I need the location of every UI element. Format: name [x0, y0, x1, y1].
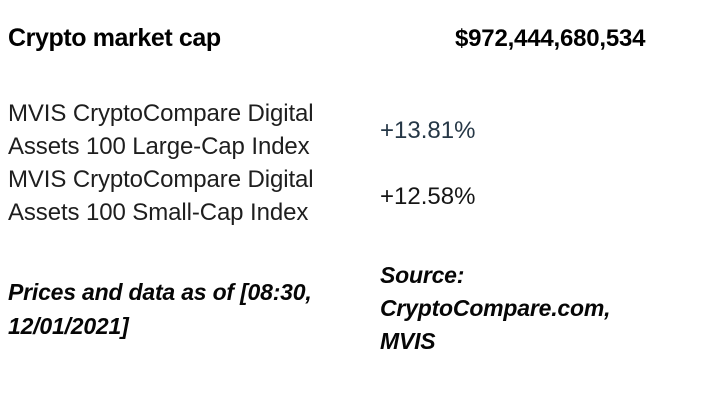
index-name-large-cap: MVIS CryptoCompare Digital Assets 100 La… [8, 97, 380, 163]
as-of-note-line: Prices and data as of [08:30, [8, 278, 312, 305]
index-name-line: Assets 100 Small-Cap Index [8, 199, 309, 226]
as-of-note-line: 12/01/2021] [8, 312, 129, 339]
as-of-note: Prices and data as of [08:30, 12/01/2021… [8, 275, 380, 343]
source-note: Source: CryptoCompare.com, MVIS [380, 259, 700, 358]
footer-row: Prices and data as of [08:30, 12/01/2021… [8, 259, 700, 358]
index-change-large-cap: +13.81% [380, 116, 476, 144]
table-row: MVIS CryptoCompare Digital Assets 100 Sm… [8, 163, 700, 229]
table-row: MVIS CryptoCompare Digital Assets 100 La… [8, 97, 700, 163]
index-name-small-cap: MVIS CryptoCompare Digital Assets 100 Sm… [8, 163, 380, 229]
index-name-line: Assets 100 Large-Cap Index [8, 133, 310, 160]
header-row: Crypto market cap $972,444,680,534 [8, 24, 700, 53]
source-note-line: CryptoCompare.com, [380, 295, 611, 321]
source-note-line: Source: [380, 262, 465, 288]
index-name-line: MVIS CryptoCompare Digital [8, 100, 314, 127]
market-cap-value: $972,444,680,534 [455, 25, 646, 52]
index-change-small-cap: +12.58% [380, 182, 476, 210]
source-note-line: MVIS [380, 328, 436, 354]
page-title: Crypto market cap [8, 24, 221, 52]
index-name-line: MVIS CryptoCompare Digital [8, 166, 314, 193]
